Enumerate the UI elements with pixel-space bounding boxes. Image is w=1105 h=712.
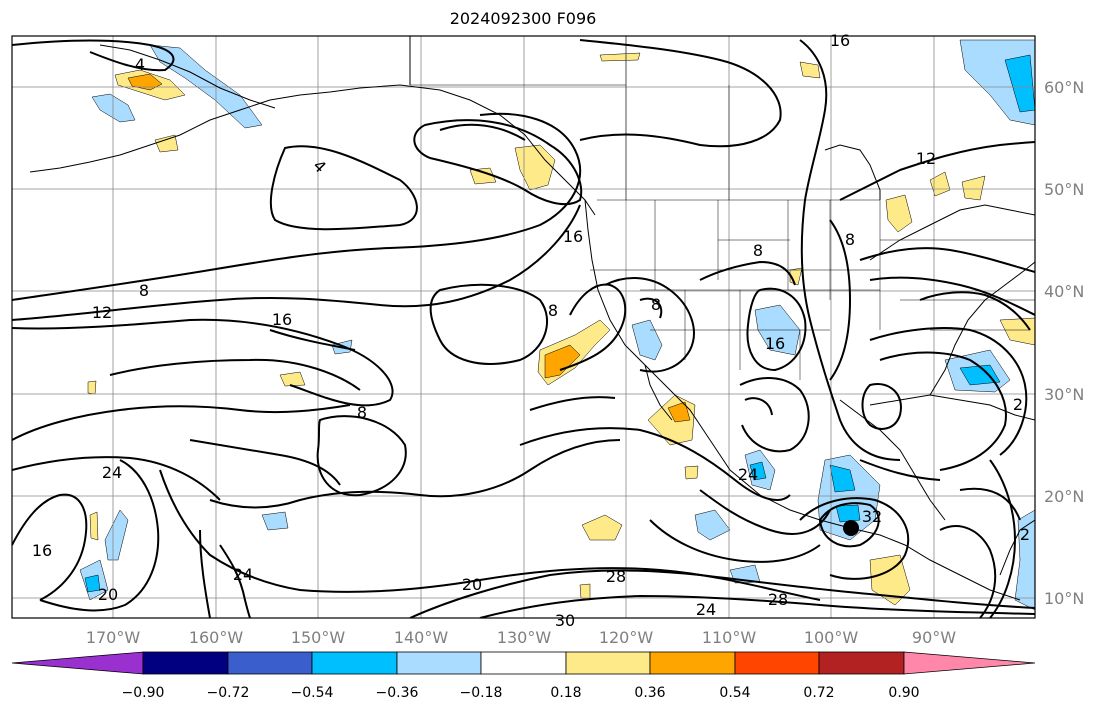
colorbar-tick-label: −0.36: [376, 685, 419, 701]
shade-blue-storm-core: [829, 464, 861, 523]
shade-blue-carib: [1014, 509, 1035, 611]
shade-yellow-ep: [581, 514, 623, 541]
contour-label: 8: [548, 301, 558, 320]
contour-label-group: 4 4 16 12 8 12 16 8 8 16 8 16 8 8 24 24 …: [32, 31, 1030, 630]
colorbar-segment: [734, 651, 820, 675]
map-area: [12, 36, 1035, 618]
colorbar-tick-label: 0.72: [803, 685, 834, 701]
contour-lines: [12, 39, 1035, 618]
colorbar-ticks: −0.90 −0.72 −0.54 −0.36 −0.18 0.18 0.36 …: [122, 685, 920, 701]
shade-blue-w-2: [104, 509, 129, 561]
contour-label: 12: [92, 303, 112, 322]
colorbar-segment: [480, 651, 567, 675]
map-frame: [11, 35, 1036, 619]
lat-label: 60°N: [1044, 78, 1084, 97]
shade-blue-alaska: [149, 44, 263, 129]
colorbar-tick-label: −0.72: [207, 685, 250, 701]
shade-yellow-bc-2: [469, 167, 497, 185]
lat-label: 40°N: [1044, 282, 1084, 301]
lat-label: 30°N: [1044, 385, 1084, 404]
colorbar-segment: [311, 651, 398, 675]
graticule: [12, 36, 1035, 618]
colorbar-tick-label: −0.90: [122, 685, 165, 701]
colorbar-tick-label: −0.54: [291, 685, 334, 701]
contour-label: 16: [830, 31, 850, 50]
contour-label: 8: [139, 281, 149, 300]
contour-label: 30: [555, 611, 575, 630]
storm-center-marker: [843, 520, 859, 536]
colorbar-tick-label: 0.36: [634, 685, 665, 701]
contour-label: 24: [696, 600, 716, 619]
lat-label: 20°N: [1044, 487, 1084, 506]
contour-label: 8: [753, 241, 763, 260]
contour-label: 8: [357, 403, 367, 422]
contour-label: 4: [135, 55, 145, 74]
colorbar-segment: [565, 651, 651, 675]
colorbar-segment: [396, 651, 482, 675]
contour-label: 28: [606, 567, 626, 586]
colorbar-tick-label: 0.90: [888, 685, 919, 701]
shade-yellow-ne: [929, 171, 986, 201]
colorbar-segment: [11, 651, 144, 675]
shade-blue-ep: [694, 509, 731, 541]
contour-label: 2: [1013, 395, 1023, 414]
lon-label: 120°W: [599, 628, 654, 647]
figure-title: 2024092300 F096: [449, 9, 597, 28]
lon-label: 140°W: [394, 628, 449, 647]
colorbar-segment: [903, 651, 1036, 675]
colorbar-tick-label: −0.18: [460, 685, 503, 701]
shade-yellow-bc: [514, 144, 556, 191]
lon-label: 110°W: [702, 628, 757, 647]
lat-label: 50°N: [1044, 180, 1084, 199]
lon-label: 150°W: [291, 628, 346, 647]
shade-blue-w-core: [84, 574, 101, 593]
shade-yellow-east: [999, 317, 1035, 346]
lon-label: 170°W: [86, 628, 141, 647]
shade-blue-mx-core: [749, 461, 767, 481]
contour-label: 16: [765, 334, 785, 353]
lon-label: 90°W: [912, 628, 956, 647]
lat-label: 10°N: [1044, 589, 1084, 608]
shaded-anomalies: [79, 39, 1035, 611]
contour-label: 32: [862, 507, 882, 526]
shade-yellow-gl: [885, 194, 913, 233]
contour-label: 24: [738, 465, 758, 484]
shade-blue-baja: [631, 319, 663, 361]
contour-label: 16: [32, 541, 52, 560]
contour-label: 20: [462, 575, 482, 594]
contour-label: 20: [98, 585, 118, 604]
colorbar-segment: [818, 651, 905, 675]
colorbar-segment: [142, 651, 229, 675]
shade-blue-alaska-2: [91, 93, 136, 123]
lon-label: 100°W: [804, 628, 859, 647]
contour-label: 24: [233, 565, 253, 584]
colorbar-segment: [227, 651, 313, 675]
contour-label: 16: [272, 310, 292, 329]
colorbar-segment: [649, 651, 736, 675]
shade-blue-hudson-core: [1004, 54, 1035, 113]
contour-label: 16: [563, 227, 583, 246]
contour-label: 24: [102, 463, 122, 482]
contour-label: 8: [845, 230, 855, 249]
contour-label: 4: [309, 156, 330, 177]
contour-label: 28: [768, 590, 788, 609]
lon-label: 130°W: [497, 628, 552, 647]
contour-label: 12: [916, 149, 936, 168]
contour-label: 8: [651, 295, 661, 314]
lon-label: 160°W: [189, 628, 244, 647]
colorbar-tick-label: 0.54: [719, 685, 750, 701]
shade-orange-gulfca: [667, 401, 691, 423]
latitude-labels: 60°N 50°N 40°N 30°N 20°N 10°N: [1044, 78, 1084, 608]
longitude-labels: 170°W 160°W 150°W 140°W 130°W 120°W 110°…: [86, 628, 956, 647]
shade-orange-ca-core: [544, 344, 581, 379]
colorbar: [11, 651, 1036, 675]
contour-label: 2: [1020, 525, 1030, 544]
colorbar-tick-label: 0.18: [550, 685, 581, 701]
